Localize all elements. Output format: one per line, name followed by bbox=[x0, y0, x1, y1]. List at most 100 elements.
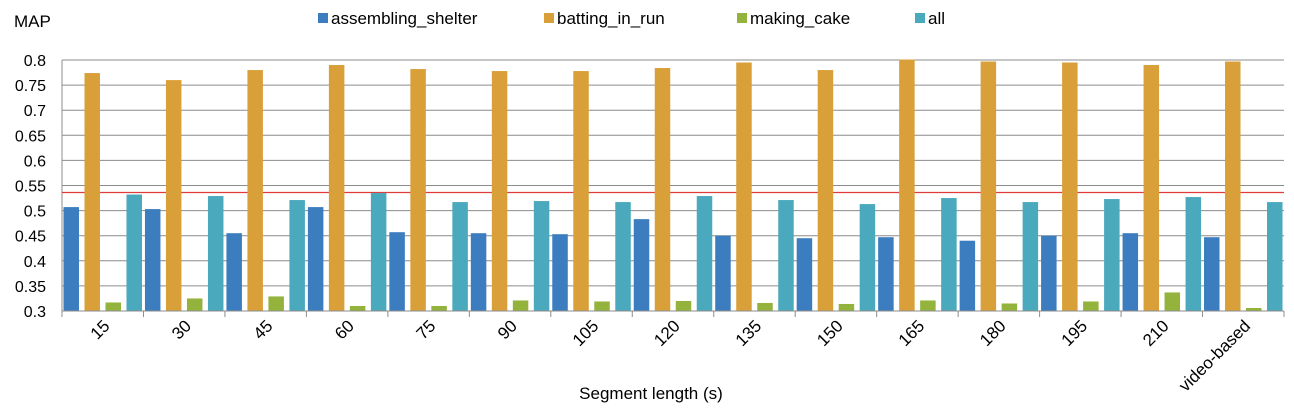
x-tick-label: 90 bbox=[494, 316, 521, 343]
x-tick-label: video-based bbox=[1175, 316, 1254, 395]
bar-all-90 bbox=[533, 201, 550, 311]
bar-batting_in_run-video-based bbox=[1225, 61, 1241, 312]
legend-label-batting_in_run: batting_in_run bbox=[557, 9, 665, 28]
bar-all-105 bbox=[615, 202, 631, 311]
x-tick-label: 210 bbox=[1139, 316, 1172, 349]
y-tick-label: 0.45 bbox=[15, 229, 46, 246]
y-tick-label: 0.3 bbox=[24, 304, 46, 321]
bar-assembling_shelter-165 bbox=[878, 237, 894, 311]
bar-assembling_shelter-75 bbox=[389, 232, 405, 311]
bar-making_cake-120 bbox=[675, 300, 692, 311]
bar-all-120 bbox=[696, 196, 713, 311]
legend-label-all: all bbox=[928, 9, 945, 28]
x-tick-label: 180 bbox=[976, 316, 1009, 349]
bar-assembling_shelter-180 bbox=[959, 240, 976, 311]
bar-batting_in_run-90 bbox=[491, 71, 508, 311]
bar-batting_in_run-165 bbox=[899, 59, 915, 311]
bar-all-180 bbox=[1022, 202, 1039, 311]
bar-batting_in_run-210 bbox=[1143, 65, 1160, 312]
bar-assembling_shelter-90 bbox=[470, 233, 487, 311]
x-tick-label: 15 bbox=[87, 316, 114, 343]
x-tick-label: 60 bbox=[331, 316, 358, 343]
y-tick-label: 0.7 bbox=[24, 103, 46, 120]
bar-making_cake-135 bbox=[757, 302, 773, 311]
bar-all-60 bbox=[370, 193, 387, 311]
bar-batting_in_run-45 bbox=[247, 70, 263, 311]
bar-batting_in_run-180 bbox=[980, 61, 997, 312]
x-tick-label: 30 bbox=[168, 316, 195, 343]
bar-all-195 bbox=[1104, 199, 1120, 311]
bar-all-135 bbox=[778, 200, 794, 311]
bar-assembling_shelter-195 bbox=[1041, 235, 1057, 311]
gridlines bbox=[61, 59, 1284, 311]
x-tick-label: 165 bbox=[895, 316, 928, 349]
bar-making_cake-30 bbox=[186, 298, 203, 311]
bar-making_cake-180 bbox=[1001, 303, 1018, 311]
bar-all-30 bbox=[207, 196, 224, 311]
x-tick-label: 75 bbox=[413, 316, 440, 343]
x-tick-label: 195 bbox=[1058, 316, 1091, 349]
bar-assembling_shelter-45 bbox=[226, 233, 242, 311]
legend-swatch-assembling_shelter bbox=[318, 13, 328, 23]
y-tick-label: 0.5 bbox=[24, 204, 46, 221]
bar-making_cake-210 bbox=[1164, 292, 1181, 311]
bar-assembling_shelter-15 bbox=[63, 207, 79, 311]
bar-making_cake-45 bbox=[268, 296, 284, 311]
bar-batting_in_run-120 bbox=[654, 68, 671, 311]
bar-batting_in_run-195 bbox=[1062, 62, 1078, 312]
y-axis-ticks: 0.3 0.35 0.4 0.45 0.5 0.55 0.6 0.65 0.7 0.75 0.8 bbox=[15, 53, 46, 321]
bar-batting_in_run-60 bbox=[328, 65, 345, 312]
bar-making_cake-90 bbox=[512, 300, 529, 311]
bar-batting_in_run-105 bbox=[573, 71, 589, 311]
bar-all-150 bbox=[859, 204, 876, 311]
legend-swatch-all bbox=[915, 13, 925, 23]
bar-assembling_shelter-video-based bbox=[1204, 237, 1220, 311]
bar-making_cake-60 bbox=[349, 305, 366, 311]
bar-making_cake-15 bbox=[105, 302, 121, 311]
bar-batting_in_run-30 bbox=[165, 80, 182, 311]
bar-making_cake-165 bbox=[920, 300, 936, 311]
bar-assembling_shelter-60 bbox=[307, 207, 324, 311]
bar-assembling_shelter-120 bbox=[633, 219, 650, 311]
bar-making_cake-video-based bbox=[1246, 307, 1262, 311]
x-tick-label: 150 bbox=[813, 316, 846, 349]
bars bbox=[63, 59, 1283, 312]
legend: assembling_shelter batting_in_run making_c… bbox=[318, 9, 945, 28]
bar-all-video-based bbox=[1267, 202, 1283, 311]
bar-assembling_shelter-30 bbox=[144, 209, 161, 311]
x-axis bbox=[61, 310, 1285, 317]
bar-making_cake-105 bbox=[594, 301, 610, 311]
bar-all-165 bbox=[941, 198, 957, 311]
bar-assembling_shelter-150 bbox=[796, 238, 813, 311]
legend-swatch-making_cake bbox=[737, 13, 747, 23]
legend-swatch-batting_in_run bbox=[544, 13, 554, 23]
y-axis-title: MAP bbox=[14, 12, 51, 31]
bar-making_cake-150 bbox=[838, 303, 855, 311]
y-tick-label: 0.75 bbox=[15, 78, 46, 95]
y-tick-label: 0.65 bbox=[15, 128, 46, 145]
x-tick-label: 105 bbox=[569, 316, 602, 349]
bar-batting_in_run-15 bbox=[84, 73, 100, 311]
x-tick-label: 135 bbox=[732, 316, 765, 349]
bar-all-45 bbox=[289, 200, 305, 311]
y-tick-label: 0.4 bbox=[24, 254, 46, 271]
bar-all-210 bbox=[1185, 197, 1202, 311]
y-tick-label: 0.6 bbox=[24, 153, 46, 170]
bar-all-15 bbox=[126, 194, 142, 311]
x-axis-title: Segment length (s) bbox=[579, 384, 723, 403]
x-tick-label: 120 bbox=[650, 316, 683, 349]
bar-batting_in_run-135 bbox=[736, 62, 752, 312]
bar-assembling_shelter-210 bbox=[1122, 233, 1139, 311]
legend-label-making_cake: making_cake bbox=[750, 9, 850, 28]
bar-batting_in_run-150 bbox=[817, 70, 834, 311]
y-tick-label: 0.8 bbox=[24, 53, 46, 70]
bar-assembling_shelter-135 bbox=[715, 235, 731, 311]
bar-all-75 bbox=[452, 202, 468, 311]
y-tick-label: 0.35 bbox=[15, 279, 46, 296]
bar-making_cake-195 bbox=[1083, 301, 1099, 311]
bar-batting_in_run-75 bbox=[410, 69, 426, 311]
y-tick-label: 0.55 bbox=[15, 179, 46, 196]
bar-making_cake-75 bbox=[431, 305, 447, 311]
bar-assembling_shelter-105 bbox=[552, 234, 568, 311]
